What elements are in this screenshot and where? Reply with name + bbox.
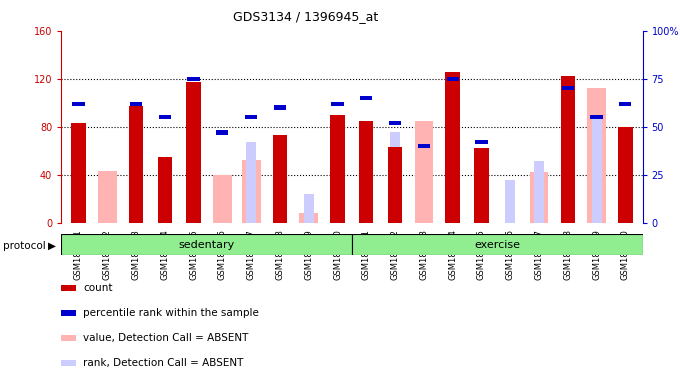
Bar (331, 102, 343, 106)
Bar (186, 82, 201, 223)
Bar (592, 117, 602, 223)
Bar (216, 131, 228, 134)
Bar (496, 223, 524, 384)
Bar (213, 175, 232, 223)
Bar (505, 180, 515, 223)
Bar (72, 102, 84, 106)
Bar (554, 223, 582, 384)
Bar (294, 223, 323, 384)
Bar (534, 161, 544, 223)
Bar (71, 123, 86, 223)
Bar (438, 223, 467, 384)
Bar (122, 223, 150, 384)
Bar (246, 142, 256, 223)
Text: exercise: exercise (474, 240, 520, 250)
Bar (582, 223, 611, 384)
Bar (129, 106, 143, 223)
Bar (158, 157, 172, 223)
Bar (590, 115, 602, 119)
Bar (130, 102, 142, 106)
Bar (273, 135, 287, 223)
Bar (389, 121, 401, 125)
Bar (360, 96, 373, 100)
Bar (304, 194, 313, 223)
Bar (619, 102, 632, 106)
Bar (242, 161, 260, 223)
Bar (409, 223, 438, 384)
Bar (158, 115, 171, 119)
Bar (64, 223, 93, 384)
Bar (61, 234, 352, 255)
Text: rank, Detection Call = ABSENT: rank, Detection Call = ABSENT (83, 358, 243, 368)
Bar (323, 223, 352, 384)
Text: GDS3134 / 1396945_at: GDS3134 / 1396945_at (233, 10, 379, 23)
Bar (474, 148, 489, 223)
Bar (618, 127, 632, 223)
Text: ▶: ▶ (48, 241, 56, 251)
Text: percentile rank within the sample: percentile rank within the sample (83, 308, 259, 318)
Text: value, Detection Call = ABSENT: value, Detection Call = ABSENT (83, 333, 248, 343)
Bar (475, 140, 488, 144)
Bar (274, 106, 286, 109)
Bar (611, 223, 640, 384)
Bar (98, 171, 116, 223)
Bar (467, 223, 496, 384)
Bar (530, 172, 548, 223)
Bar (237, 223, 266, 384)
Bar (388, 147, 403, 223)
Bar (330, 115, 345, 223)
Bar (180, 223, 208, 384)
Bar (188, 77, 200, 81)
Bar (381, 223, 409, 384)
Text: protocol: protocol (3, 241, 46, 251)
Bar (415, 121, 433, 223)
Bar (447, 77, 459, 81)
Bar (352, 223, 381, 384)
Bar (359, 121, 373, 223)
Bar (93, 223, 122, 384)
Bar (445, 71, 460, 223)
Bar (588, 88, 606, 223)
Bar (266, 223, 294, 384)
Bar (150, 223, 180, 384)
Bar (524, 223, 554, 384)
Bar (418, 144, 430, 148)
Bar (560, 76, 575, 223)
Bar (208, 223, 237, 384)
Bar (352, 234, 643, 255)
Text: count: count (83, 283, 112, 293)
Bar (245, 115, 257, 119)
Bar (299, 213, 318, 223)
Bar (390, 132, 400, 223)
Text: sedentary: sedentary (178, 240, 235, 250)
Bar (562, 86, 574, 90)
